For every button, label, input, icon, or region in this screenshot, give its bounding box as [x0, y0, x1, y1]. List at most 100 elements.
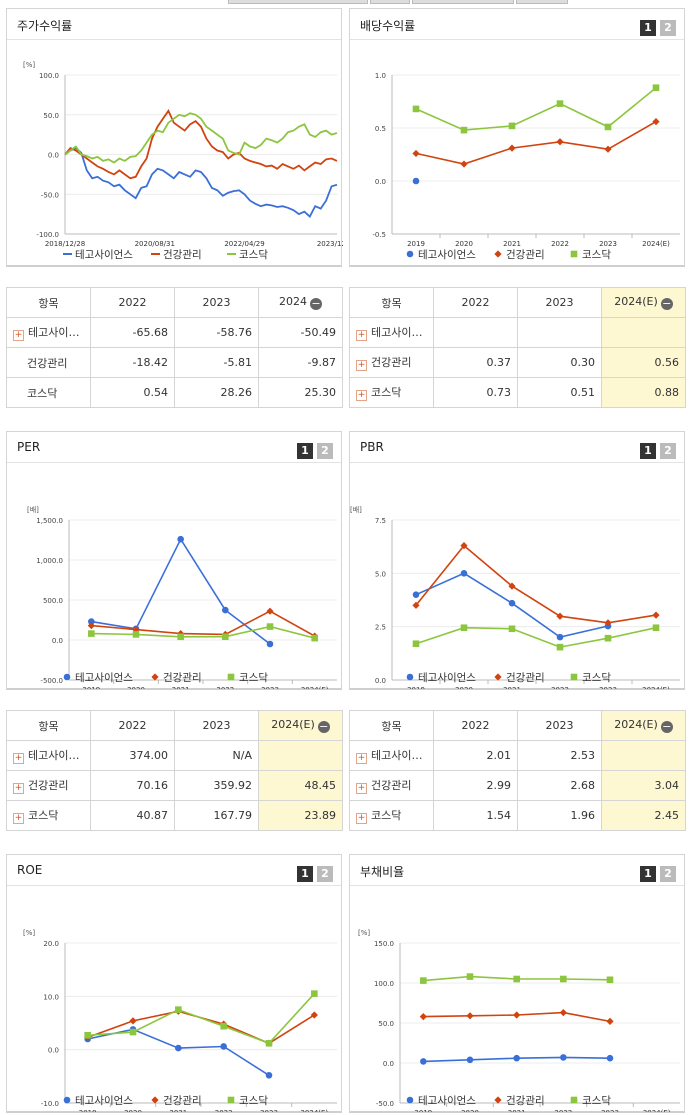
- dividend-yield-data-point[interactable]: [508, 122, 516, 130]
- pbr-data-point[interactable]: [460, 542, 468, 550]
- debt-ratio-view-1-button[interactable]: 1: [640, 866, 656, 882]
- dividend-yield-data-point[interactable]: [412, 177, 420, 185]
- dividend-yield-view-1-button[interactable]: 1: [640, 20, 656, 36]
- pbr-row-label-cell[interactable]: + 테고사이…: [349, 740, 434, 771]
- roe-legend-item[interactable]: 코스닥: [227, 1095, 269, 1107]
- pbr-data-point[interactable]: [412, 640, 420, 648]
- debt-ratio-data-point[interactable]: [560, 975, 567, 983]
- dividend-yield-legend-item[interactable]: 테고사이언스: [406, 249, 477, 261]
- debt-ratio-legend-item[interactable]: 건강관리: [494, 1095, 545, 1107]
- pbr-data-point[interactable]: [460, 624, 468, 632]
- per-legend-item[interactable]: 테고사이언스: [63, 672, 134, 684]
- roe-legend-item[interactable]: 테고사이언스: [63, 1095, 134, 1107]
- expand-icon[interactable]: +: [13, 753, 24, 764]
- pbr-data-point[interactable]: [412, 601, 420, 609]
- pbr-row-label-cell[interactable]: + 코스닥: [349, 800, 434, 831]
- dividend-yield-data-point[interactable]: [412, 105, 420, 113]
- per-data-point[interactable]: [266, 623, 274, 630]
- dividend-yield-data-point[interactable]: [412, 149, 420, 158]
- per-data-point[interactable]: [177, 535, 184, 543]
- per-data-point[interactable]: [222, 633, 229, 641]
- expand-icon[interactable]: +: [356, 390, 367, 401]
- debt-ratio-data-point[interactable]: [606, 1017, 614, 1025]
- per-data-point[interactable]: [266, 607, 274, 615]
- debt-ratio-data-point[interactable]: [466, 1012, 474, 1020]
- per-row-label-cell[interactable]: + 테고사이…: [6, 740, 91, 771]
- dividend-yield-legend-item[interactable]: 건강관리: [494, 249, 545, 261]
- pbr-data-point[interactable]: [652, 611, 660, 619]
- pbr-data-point[interactable]: [652, 624, 660, 632]
- collapse-icon[interactable]: −: [317, 720, 330, 733]
- per-legend-item[interactable]: 건강관리: [151, 672, 202, 684]
- pbr-row-label-cell[interactable]: + 건강관리: [349, 770, 434, 801]
- debt-ratio-data-point[interactable]: [606, 976, 614, 984]
- roe-data-point[interactable]: [175, 1044, 182, 1052]
- roe-data-point[interactable]: [265, 1039, 273, 1047]
- stock-return-legend-item[interactable]: 코스닥: [227, 249, 268, 261]
- debt-ratio-data-point[interactable]: [420, 977, 427, 984]
- pbr-legend-item[interactable]: 건강관리: [494, 672, 545, 684]
- pbr-data-point[interactable]: [460, 570, 468, 577]
- expand-icon[interactable]: +: [356, 330, 367, 341]
- roe-data-point[interactable]: [84, 1031, 91, 1039]
- per-row-label-cell[interactable]: + 건강관리: [6, 770, 91, 801]
- expand-icon[interactable]: +: [356, 360, 367, 371]
- dividend-yield-data-point[interactable]: [604, 123, 612, 131]
- debt-ratio-data-point[interactable]: [559, 1009, 567, 1017]
- expand-icon[interactable]: +: [13, 783, 24, 794]
- dividend-yield-view-2-button[interactable]: 2: [660, 20, 676, 36]
- debt-ratio-data-point[interactable]: [513, 1011, 521, 1019]
- stock-return-row-label-cell[interactable]: + 테고사이…: [6, 317, 91, 348]
- dividend-yield-data-point[interactable]: [460, 160, 468, 168]
- dividend-yield-row-label-cell[interactable]: + 테고사이…: [349, 317, 434, 348]
- roe-data-point[interactable]: [175, 1006, 182, 1013]
- per-data-point[interactable]: [132, 631, 140, 638]
- pbr-legend-item[interactable]: 코스닥: [570, 672, 612, 684]
- debt-ratio-data-point[interactable]: [560, 1054, 567, 1061]
- per-data-point[interactable]: [311, 634, 318, 642]
- pbr-data-point[interactable]: [508, 625, 516, 633]
- debt-ratio-data-point[interactable]: [466, 1056, 474, 1064]
- stock-return-legend-item[interactable]: 건강관리: [151, 249, 202, 261]
- debt-ratio-data-point[interactable]: [419, 1013, 427, 1021]
- dividend-yield-data-point[interactable]: [604, 145, 612, 153]
- pbr-data-point[interactable]: [508, 599, 516, 607]
- roe-data-point[interactable]: [129, 1017, 137, 1025]
- expand-icon[interactable]: +: [356, 783, 367, 794]
- collapse-icon[interactable]: −: [660, 297, 673, 310]
- debt-ratio-data-point[interactable]: [513, 1054, 520, 1062]
- debt-ratio-legend-item[interactable]: 코스닥: [570, 1095, 612, 1107]
- roe-view-1-button[interactable]: 1: [297, 866, 313, 882]
- debt-ratio-view-2-button[interactable]: 2: [660, 866, 676, 882]
- per-data-point[interactable]: [177, 633, 184, 641]
- dividend-yield-data-point[interactable]: [556, 138, 564, 146]
- roe-data-point[interactable]: [129, 1028, 137, 1036]
- collapse-icon[interactable]: −: [310, 297, 322, 310]
- pbr-data-point[interactable]: [604, 619, 612, 627]
- dividend-yield-row-label-cell[interactable]: + 건강관리: [349, 347, 434, 378]
- per-view-1-button[interactable]: 1: [297, 443, 313, 459]
- pbr-data-point[interactable]: [604, 634, 612, 642]
- dividend-yield-legend-item[interactable]: 코스닥: [570, 249, 612, 261]
- debt-ratio-data-point[interactable]: [606, 1054, 614, 1062]
- roe-data-point[interactable]: [220, 1043, 227, 1050]
- roe-data-point[interactable]: [311, 990, 318, 997]
- pbr-legend-item[interactable]: 테고사이언스: [406, 672, 477, 684]
- per-legend-item[interactable]: 코스닥: [227, 672, 269, 684]
- roe-data-point[interactable]: [310, 1011, 318, 1019]
- debt-ratio-legend-item[interactable]: 테고사이언스: [406, 1095, 477, 1107]
- roe-legend-item[interactable]: 건강관리: [151, 1095, 202, 1107]
- debt-ratio-data-point[interactable]: [513, 975, 520, 983]
- dividend-yield-data-point[interactable]: [652, 118, 660, 126]
- roe-view-2-button[interactable]: 2: [317, 866, 333, 882]
- roe-data-point[interactable]: [265, 1071, 273, 1079]
- per-data-point[interactable]: [88, 618, 95, 625]
- dividend-yield-data-point[interactable]: [508, 144, 516, 152]
- collapse-icon[interactable]: −: [660, 720, 673, 733]
- dividend-yield-row-label-cell[interactable]: + 코스닥: [349, 377, 434, 408]
- dividend-yield-data-point[interactable]: [556, 100, 564, 107]
- per-data-point[interactable]: [88, 630, 95, 637]
- per-data-point[interactable]: [266, 640, 274, 648]
- debt-ratio-data-point[interactable]: [420, 1058, 427, 1065]
- dividend-yield-data-point[interactable]: [652, 84, 660, 92]
